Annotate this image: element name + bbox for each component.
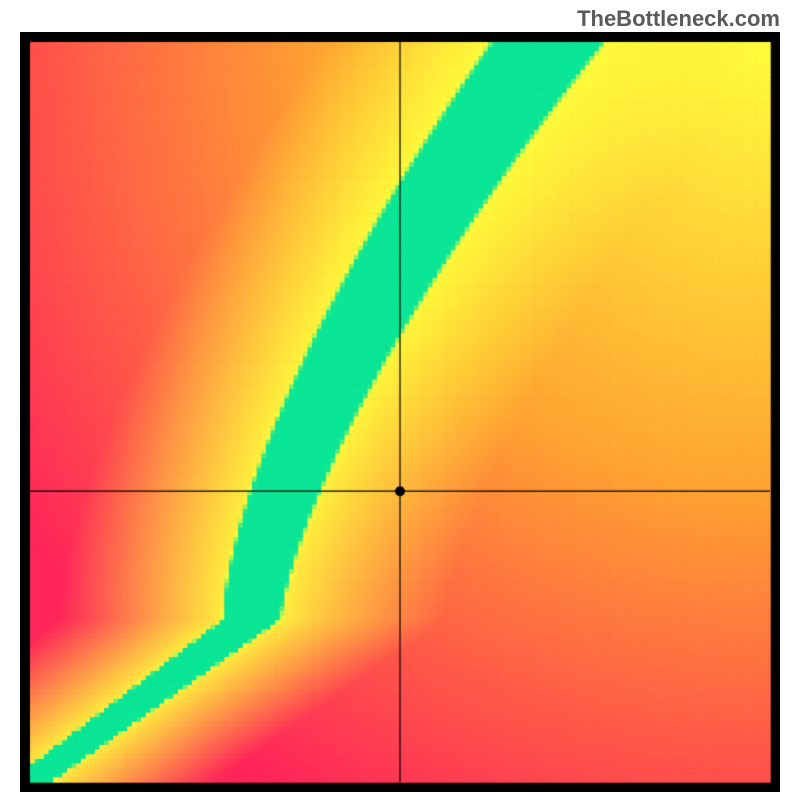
heatmap-canvas xyxy=(20,32,780,792)
heatmap-frame xyxy=(20,32,780,792)
watermark-text: TheBottleneck.com xyxy=(577,6,780,32)
chart-container: TheBottleneck.com xyxy=(0,0,800,800)
